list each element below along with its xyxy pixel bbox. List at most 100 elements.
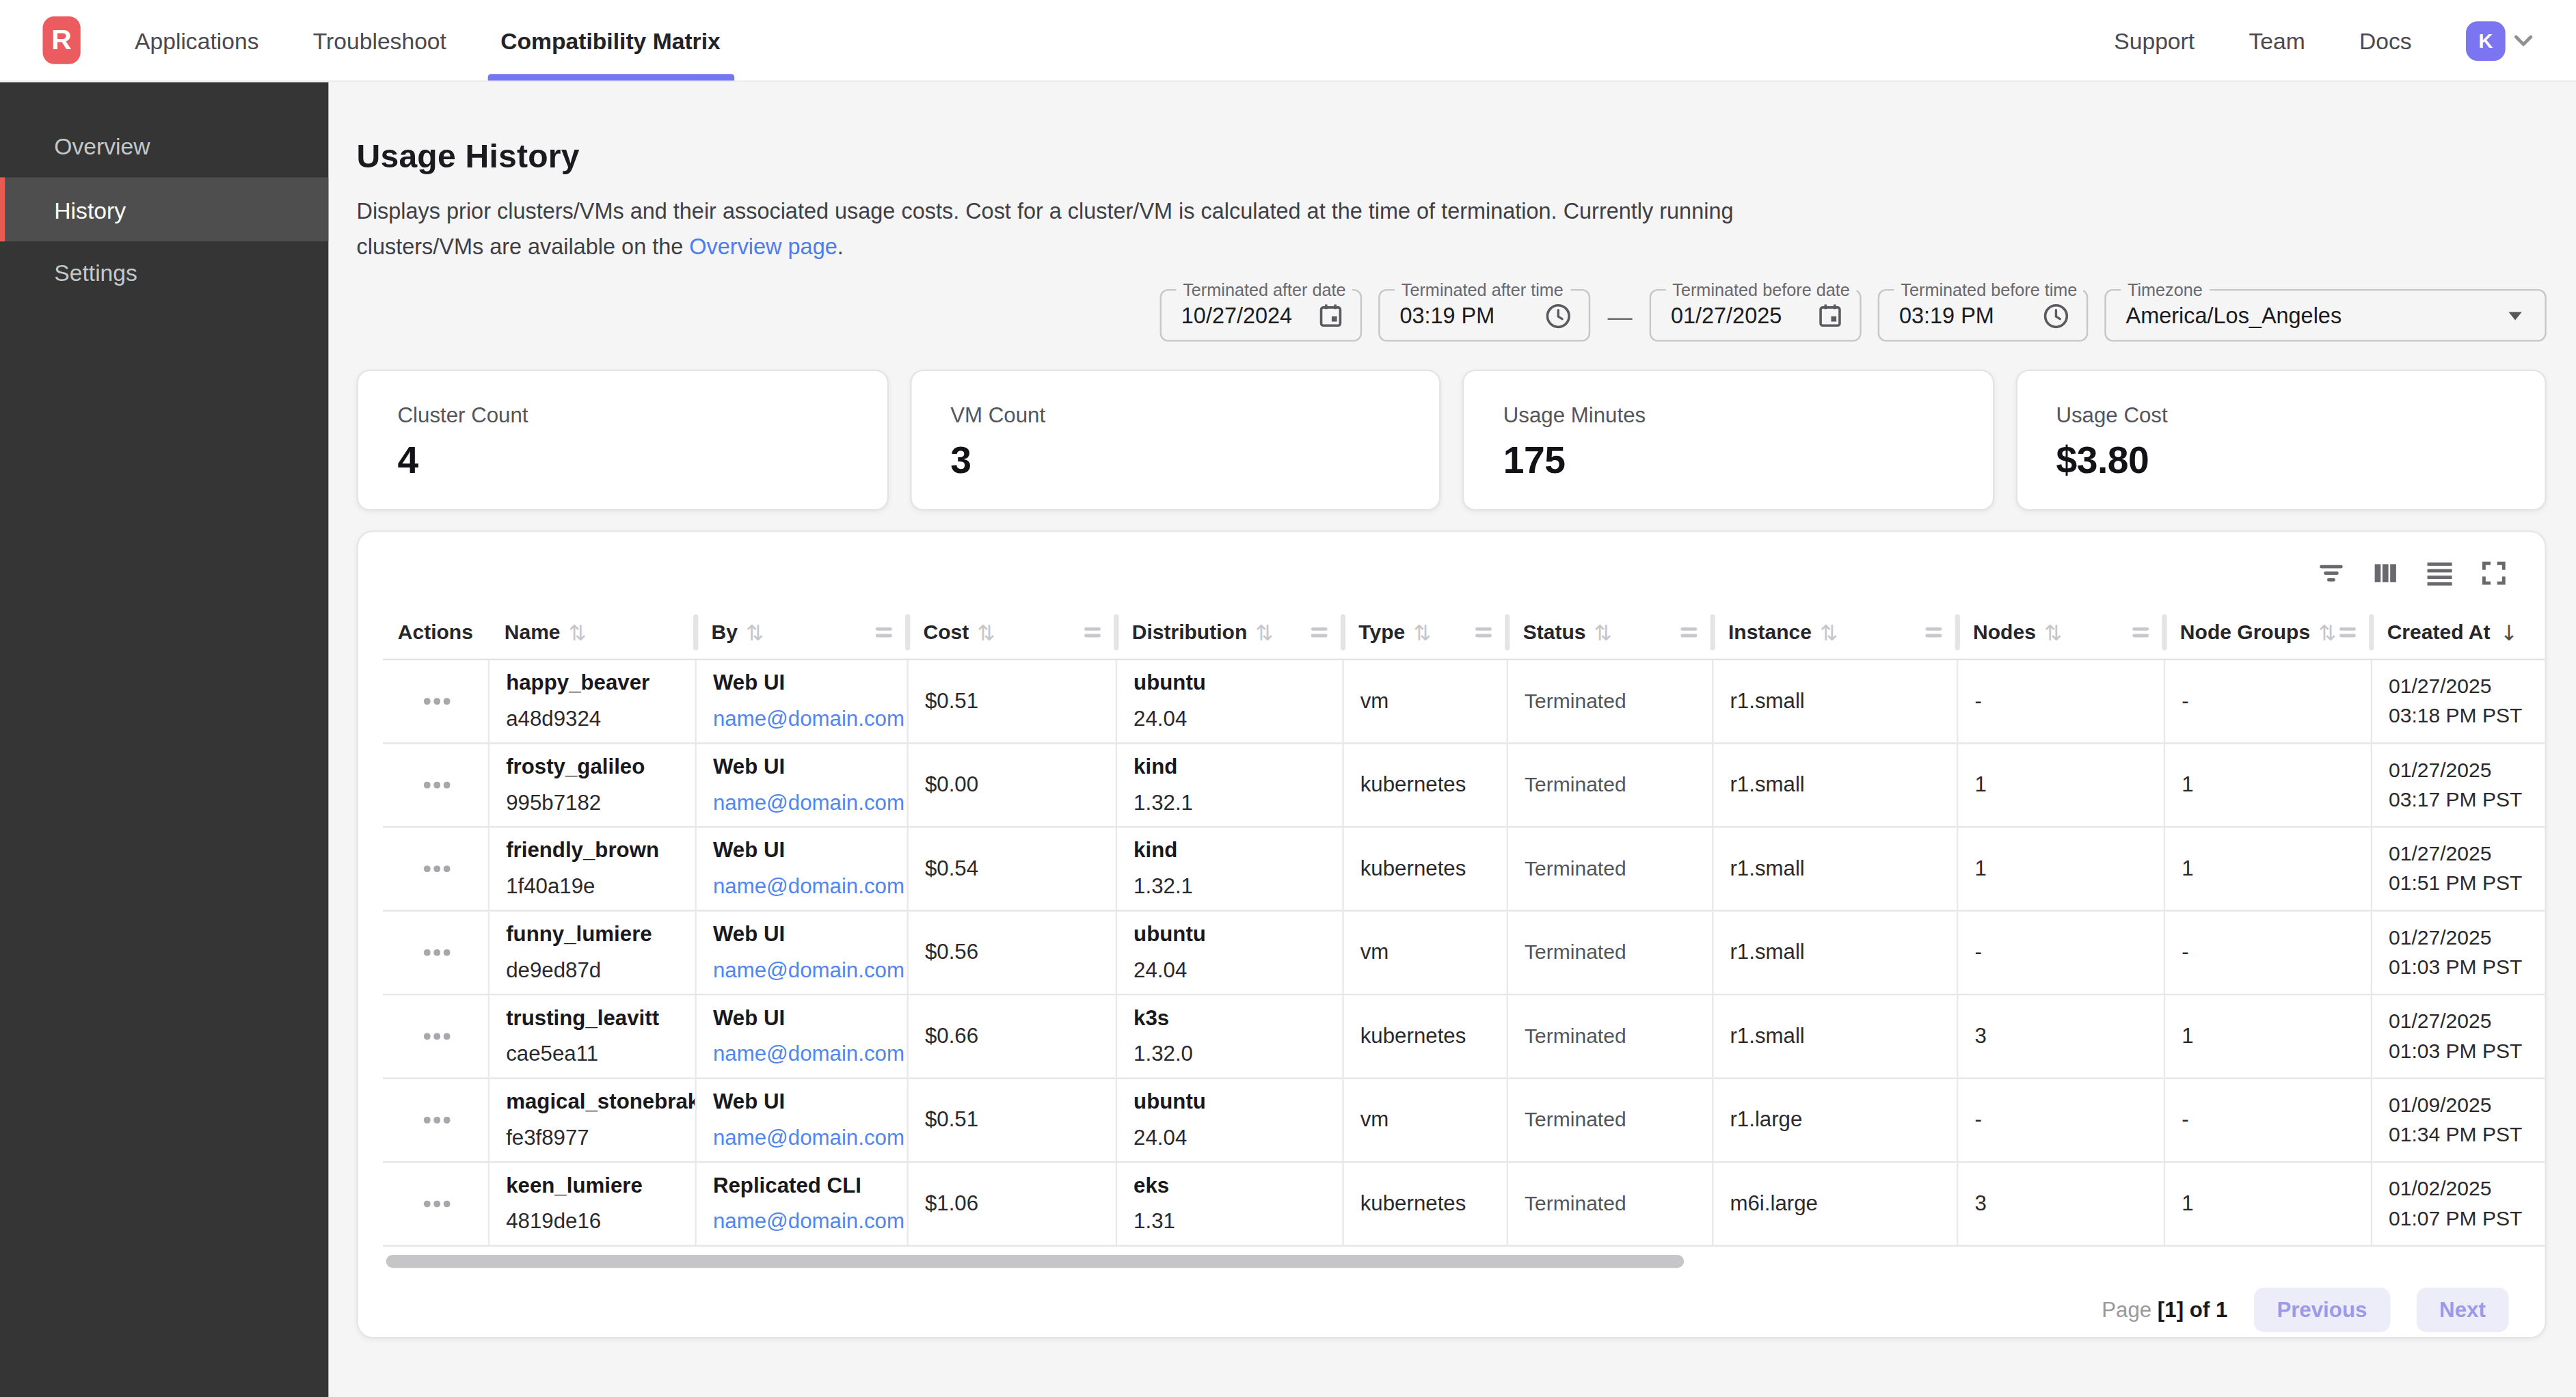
node-groups-cell: 1 — [2164, 1163, 2371, 1245]
filter-icon[interactable] — [2316, 558, 2346, 588]
calendar-icon[interactable] — [1817, 302, 1843, 328]
column-menu-icon[interactable] — [2132, 627, 2149, 637]
row-actions-menu-icon[interactable] — [425, 782, 450, 787]
row-actions-menu-icon[interactable] — [425, 950, 450, 955]
clock-icon[interactable] — [1544, 301, 1572, 329]
column-header-type[interactable]: Type⇅ — [1342, 606, 1506, 659]
row-actions-cell — [383, 660, 488, 742]
stat-card-usage-cost: Usage Cost $3.80 — [2015, 370, 2546, 511]
email-link[interactable]: name@domain.com — [713, 1042, 904, 1066]
sidebar-item-settings[interactable]: Settings — [0, 241, 329, 303]
nav-item-support[interactable]: Support — [2114, 0, 2195, 81]
terminated-before-time-input[interactable]: Terminated before time 03:19 PM — [1878, 289, 2089, 342]
distribution-cell: k3s1.32.0 — [1116, 995, 1343, 1077]
type-cell: vm — [1342, 912, 1506, 994]
row-actions-menu-icon[interactable] — [425, 1117, 450, 1123]
email-link[interactable]: name@domain.com — [713, 1125, 904, 1150]
overview-page-link[interactable]: Overview page — [689, 235, 837, 260]
density-icon[interactable] — [2425, 558, 2454, 588]
account-menu[interactable]: K — [2466, 21, 2534, 60]
next-page-button[interactable]: Next — [2416, 1288, 2508, 1332]
terminated-after-time-input[interactable]: Terminated after time 03:19 PM — [1378, 289, 1590, 342]
app-screen: R Applications Troubleshoot Compatibilit… — [0, 0, 2576, 1397]
sidebar-item-history[interactable]: History — [0, 178, 329, 242]
sort-icon[interactable]: ⇅ — [569, 620, 587, 645]
column-header-distribution[interactable]: Distribution⇅ — [1116, 606, 1343, 659]
nav-item-docs[interactable]: Docs — [2359, 0, 2412, 81]
type-cell: kubernetes — [1342, 828, 1506, 910]
horizontal-scrollbar-thumb[interactable] — [386, 1255, 1684, 1268]
email-link[interactable]: name@domain.com — [713, 1209, 904, 1234]
sort-icon[interactable]: ⇅ — [2318, 620, 2336, 645]
row-actions-menu-icon[interactable] — [425, 866, 450, 871]
stat-card-usage-minutes: Usage Minutes 175 — [1462, 370, 1994, 511]
name-cell: funny_lumierede9ed87d — [488, 912, 695, 994]
column-menu-icon[interactable] — [1084, 627, 1101, 637]
column-header-by[interactable]: By⇅ — [695, 606, 907, 659]
column-header-node-groups[interactable]: Node Groups⇅ — [2164, 606, 2371, 659]
node-groups-cell: 1 — [2164, 995, 2371, 1077]
instance-cell: r1.small — [1712, 744, 1957, 826]
column-menu-icon[interactable] — [1311, 627, 1328, 637]
sort-desc-icon[interactable]: ↓ — [2500, 620, 2518, 645]
row-actions-menu-icon[interactable] — [425, 698, 450, 704]
nav-item-troubleshoot[interactable]: Troubleshoot — [313, 0, 446, 81]
column-header-nodes[interactable]: Nodes⇅ — [1957, 606, 2164, 659]
nav-item-compatibility-matrix[interactable]: Compatibility Matrix — [500, 0, 721, 81]
terminated-before-date-input[interactable]: Terminated before date 01/27/2025 — [1650, 289, 1862, 342]
column-menu-icon[interactable] — [1680, 627, 1697, 637]
stat-card-vm-count: VM Count 3 — [909, 370, 1440, 511]
email-link[interactable]: name@domain.com — [713, 790, 904, 815]
sort-icon[interactable]: ⇅ — [977, 620, 995, 645]
table-row: funny_lumierede9ed87d Web UIname@domain.… — [383, 912, 2547, 996]
usage-history-table-card: Actions Name⇅ By⇅ Cost⇅ Distribution⇅ Ty… — [356, 530, 2546, 1338]
table-row: keen_lumiere4819de16 Replicated CLIname@… — [383, 1163, 2547, 1247]
column-menu-icon[interactable] — [876, 627, 892, 637]
created-at-cell: 01/09/202501:34 PM PST — [2371, 1079, 2547, 1161]
clock-icon[interactable] — [2042, 301, 2070, 329]
column-header-status[interactable]: Status⇅ — [1507, 606, 1712, 659]
fullscreen-icon[interactable] — [2479, 558, 2508, 588]
previous-page-button[interactable]: Previous — [2254, 1288, 2390, 1332]
row-actions-cell — [383, 744, 488, 826]
row-actions-menu-icon[interactable] — [425, 1201, 450, 1206]
cost-cell: $0.54 — [907, 828, 1115, 910]
created-at-cell: 01/27/202503:18 PM PST — [2371, 660, 2547, 742]
column-header-instance[interactable]: Instance⇅ — [1712, 606, 1957, 659]
nav-item-team[interactable]: Team — [2249, 0, 2305, 81]
calendar-icon[interactable] — [1317, 302, 1343, 328]
sidebar-item-overview[interactable]: Overview — [0, 115, 329, 177]
email-link[interactable]: name@domain.com — [713, 873, 904, 898]
email-link[interactable]: name@domain.com — [713, 958, 904, 982]
status-cell: Terminated — [1507, 912, 1712, 994]
top-navbar: R Applications Troubleshoot Compatibilit… — [0, 0, 2576, 82]
columns-icon[interactable] — [2371, 558, 2400, 588]
terminated-after-date-input[interactable]: Terminated after date 10/27/2024 — [1160, 289, 1363, 342]
replicated-logo-icon[interactable]: R — [42, 16, 80, 64]
column-menu-icon[interactable] — [2339, 627, 2356, 637]
sort-icon[interactable]: ⇅ — [1594, 620, 1611, 645]
table-body: happy_beavera48d9324 Web UIname@domain.c… — [383, 660, 2547, 1247]
column-menu-icon[interactable] — [1925, 627, 1942, 637]
nodes-cell: 3 — [1957, 995, 2164, 1077]
column-header-cost[interactable]: Cost⇅ — [907, 606, 1115, 659]
sort-icon[interactable]: ⇅ — [1255, 620, 1273, 645]
nav-item-applications[interactable]: Applications — [135, 0, 258, 81]
sort-icon[interactable]: ⇅ — [1820, 620, 1838, 645]
chevron-down-icon — [2514, 33, 2534, 46]
column-header-name[interactable]: Name⇅ — [488, 606, 695, 659]
created-at-cell: 01/27/202503:17 PM PST — [2371, 744, 2547, 826]
sort-icon[interactable]: ⇅ — [1413, 620, 1431, 645]
row-actions-menu-icon[interactable] — [425, 1033, 450, 1039]
email-link[interactable]: name@domain.com — [713, 706, 904, 731]
table-row: happy_beavera48d9324 Web UIname@domain.c… — [383, 660, 2547, 744]
sort-icon[interactable]: ⇅ — [2044, 620, 2062, 645]
timezone-select[interactable]: Timezone America/Los_Angeles — [2104, 289, 2546, 342]
node-groups-cell: - — [2164, 660, 2371, 742]
name-cell: frosty_galileo995b7182 — [488, 744, 695, 826]
column-header-created-at[interactable]: Created At↓ — [2371, 606, 2547, 659]
column-header-actions: Actions — [383, 606, 488, 659]
column-menu-icon[interactable] — [1475, 627, 1492, 637]
nav-items: Applications Troubleshoot Compatibility … — [135, 0, 721, 81]
sort-icon[interactable]: ⇅ — [746, 620, 764, 645]
